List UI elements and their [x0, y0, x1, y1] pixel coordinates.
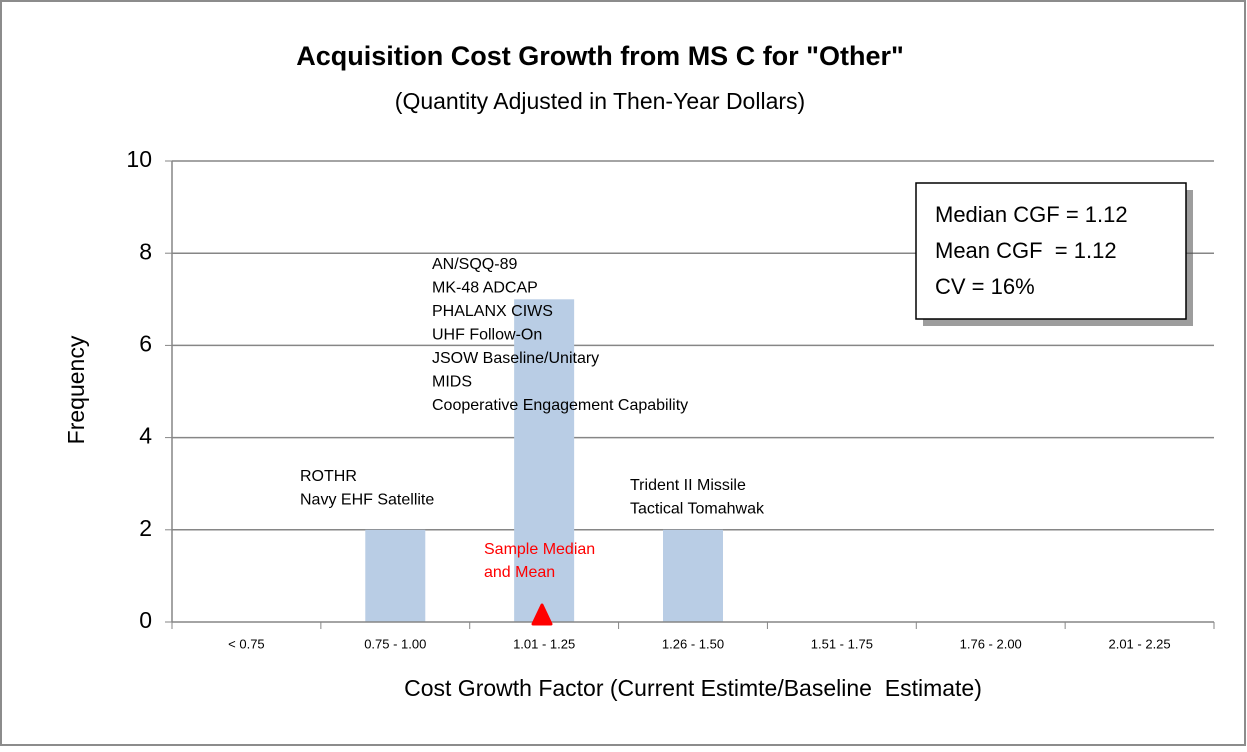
- bar-note: Cooperative Engagement Capability: [432, 397, 688, 414]
- x-tick-label: 0.75 - 1.00: [364, 636, 426, 651]
- bar-note: MK-48 ADCAP: [432, 280, 538, 297]
- bar-note: UHF Follow-On: [432, 327, 542, 344]
- marker-label: and Mean: [484, 564, 555, 581]
- y-tick-label: 0: [139, 607, 152, 633]
- bar: [514, 299, 575, 622]
- bar: [365, 529, 426, 622]
- x-tick-label: 1.51 - 1.75: [811, 636, 873, 651]
- bar-note: MIDS: [432, 374, 472, 391]
- bar: [663, 529, 723, 622]
- y-tick-label: 4: [139, 423, 152, 449]
- marker-label: Sample Median: [484, 541, 595, 558]
- median-marker: [531, 603, 553, 626]
- x-tick-label: < 0.75: [228, 636, 265, 651]
- bar-note: AN/SQQ-89: [432, 256, 517, 273]
- bar-note: PHALANX CIWS: [432, 303, 553, 320]
- x-tick-label: 1.01 - 1.25: [513, 636, 575, 651]
- bar-note: Tactical Tomahwak: [630, 501, 765, 518]
- x-axis-title: Cost Growth Factor (Current Estimte/Base…: [404, 675, 982, 701]
- x-tick-label: 1.26 - 1.50: [662, 636, 724, 651]
- stats-text: CV = 16%: [935, 274, 1035, 299]
- y-tick-label: 8: [139, 238, 152, 264]
- x-tick-label: 1.76 - 2.00: [960, 636, 1022, 651]
- bar-note: JSOW Baseline/Unitary: [432, 350, 599, 367]
- y-tick-label: 10: [126, 146, 152, 172]
- y-tick-label: 2: [139, 515, 152, 541]
- stats-text: Mean CGF = 1.12: [935, 238, 1117, 263]
- chart-subtitle: (Quantity Adjusted in Then-Year Dollars): [395, 88, 805, 114]
- stats-text: Median CGF = 1.12: [935, 202, 1128, 227]
- bar-note: ROTHR: [300, 468, 357, 485]
- y-tick-label: 6: [139, 330, 152, 356]
- chart-title: Acquisition Cost Growth from MS C for "O…: [296, 41, 904, 71]
- y-axis-title: Frequency: [63, 335, 89, 444]
- bar-note: Navy EHF Satellite: [300, 492, 434, 509]
- x-tick-label: 2.01 - 2.25: [1108, 636, 1170, 651]
- stats-box: [915, 182, 1187, 320]
- bar-note: Trident II Missile: [630, 477, 746, 494]
